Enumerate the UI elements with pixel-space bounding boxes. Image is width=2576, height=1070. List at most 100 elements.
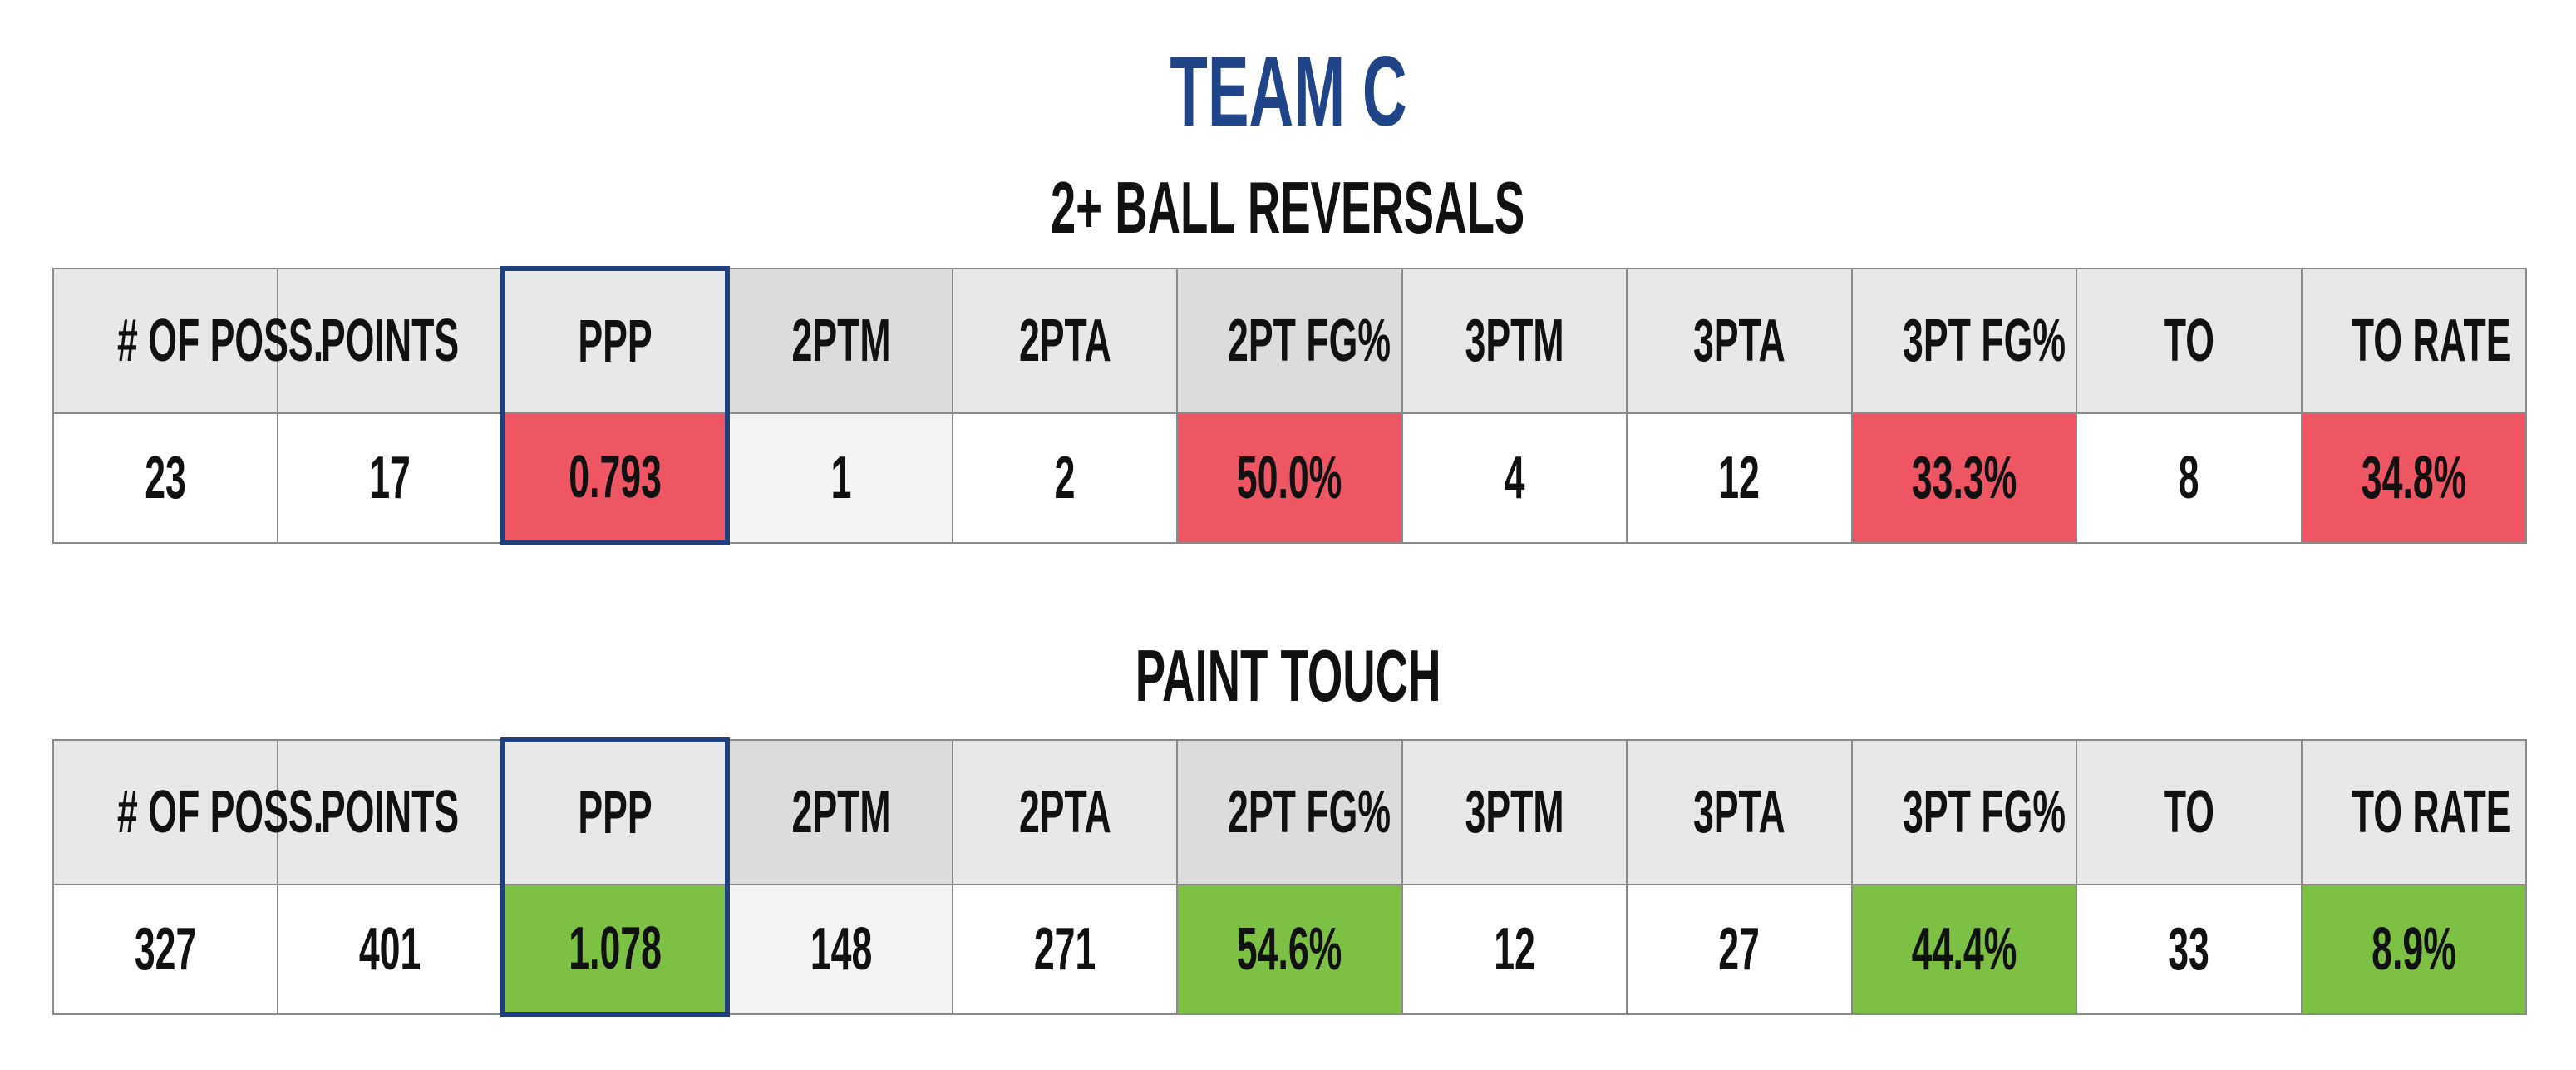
header-cell: PPP bbox=[500, 266, 731, 414]
header-cell-text: POINTS bbox=[321, 779, 460, 846]
header-cell-text: PPP bbox=[578, 308, 653, 375]
value-cell: 17 bbox=[277, 412, 504, 544]
value-cell-text: 17 bbox=[368, 445, 411, 511]
header-cell: 2PTM bbox=[727, 268, 953, 414]
header-cell: TO RATE bbox=[2300, 268, 2528, 414]
header-cell: POINTS bbox=[277, 268, 504, 414]
header-cell-text: 2PTM bbox=[791, 779, 891, 846]
header-cell: 2PTM bbox=[727, 739, 953, 885]
header-cell: 2PT FG% bbox=[1176, 739, 1403, 885]
value-cell-text: 50.0% bbox=[1237, 445, 1342, 511]
header-row: # OF POSS. POINTS PPP 2PTM 2PTA 2PT FG% 3PTM 3P… bbox=[52, 266, 2528, 414]
value-cell-text: 27 bbox=[1718, 916, 1761, 983]
value-cell-text: 1 bbox=[830, 445, 852, 511]
header-cell-text: 2PTA bbox=[1018, 308, 1111, 374]
header-cell: 3PTA bbox=[1626, 739, 1853, 885]
value-cell: 0.793 bbox=[500, 412, 731, 545]
subtitle-text: 2+ BALL REVERSALS bbox=[1051, 166, 1525, 249]
value-cell-text: 8 bbox=[2178, 445, 2199, 511]
value-cell: 1.078 bbox=[500, 884, 731, 1017]
header-cell-text: 2PTA bbox=[1018, 779, 1111, 846]
table-subtitle: 2+ BALL REVERSALS bbox=[0, 166, 2576, 249]
header-cell-text: 3PT FG% bbox=[1902, 308, 2066, 374]
header-cell-text: TO bbox=[2163, 779, 2214, 846]
header-cell-text: POINTS bbox=[321, 308, 460, 374]
header-cell-text: 3PTA bbox=[1693, 308, 1785, 374]
value-row: 327 401 1.078 148 271 54.6% 12 27 44.4% 33 8.9% bbox=[52, 884, 2528, 1017]
header-cell: 3PTM bbox=[1401, 739, 1628, 885]
value-cell-text: 148 bbox=[810, 916, 872, 983]
value-cell: 401 bbox=[277, 884, 504, 1015]
value-cell-text: 23 bbox=[145, 445, 187, 511]
value-cell: 23 bbox=[52, 412, 279, 544]
value-cell: 12 bbox=[1401, 884, 1628, 1015]
value-cell: 44.4% bbox=[1850, 884, 2078, 1015]
header-cell: TO bbox=[2076, 268, 2303, 414]
header-cell-text: 2PTM bbox=[791, 308, 891, 374]
value-cell-text: 33.3% bbox=[1911, 445, 2017, 511]
header-cell-text: # OF POSS. bbox=[117, 308, 324, 374]
value-cell-text: 44.4% bbox=[1911, 916, 2017, 983]
header-cell-text: PPP bbox=[578, 780, 653, 846]
header-cell: 3PTA bbox=[1626, 268, 1853, 414]
table-subtitle: PAINT TOUCH bbox=[0, 634, 2576, 717]
header-cell: 3PT FG% bbox=[1850, 739, 2078, 885]
title-text: TEAM C bbox=[1169, 36, 1407, 147]
header-cell-text: TO bbox=[2163, 308, 2214, 374]
header-cell: # OF POSS. bbox=[52, 739, 323, 885]
value-cell: 8 bbox=[2076, 412, 2303, 544]
header-cell-text: 3PTM bbox=[1465, 779, 1564, 846]
value-cell: 148 bbox=[727, 884, 953, 1015]
value-cell: 8.9% bbox=[2300, 884, 2528, 1015]
value-cell-text: 4 bbox=[1504, 445, 1525, 511]
value-cell: 33.3% bbox=[1850, 412, 2078, 544]
header-cell-text: TO RATE bbox=[2351, 308, 2511, 374]
value-cell-text: 8.9% bbox=[2371, 916, 2456, 983]
value-cell: 327 bbox=[52, 884, 279, 1015]
header-cell: 2PTA bbox=[951, 268, 1179, 414]
value-cell: 2 bbox=[951, 412, 1179, 544]
value-cell-text: 34.8% bbox=[2361, 445, 2467, 511]
header-cell: 2PTA bbox=[951, 739, 1179, 885]
subtitle-text: PAINT TOUCH bbox=[1135, 634, 1441, 717]
value-cell-text: 2 bbox=[1054, 445, 1076, 511]
header-cell-text: 2PT FG% bbox=[1228, 308, 1391, 374]
header-cell-text: 3PTA bbox=[1693, 779, 1785, 846]
header-cell-text: 2PT FG% bbox=[1228, 779, 1391, 846]
header-cell-text: # OF POSS. bbox=[117, 779, 324, 846]
value-cell-text: 12 bbox=[1494, 916, 1535, 983]
header-cell-text: 3PTM bbox=[1465, 308, 1564, 374]
value-cell-text: 271 bbox=[1033, 916, 1096, 983]
title: TEAM C bbox=[0, 37, 2576, 145]
value-cell: 271 bbox=[951, 884, 1179, 1015]
value-cell-text: 327 bbox=[134, 916, 197, 983]
value-cell: 1 bbox=[727, 412, 953, 544]
header-cell: PPP bbox=[500, 737, 731, 885]
header-cell: 3PT FG% bbox=[1850, 268, 2078, 414]
value-cell: 27 bbox=[1626, 884, 1853, 1015]
value-cell-text: 54.6% bbox=[1237, 916, 1342, 983]
value-cell: 4 bbox=[1401, 412, 1628, 544]
header-cell-text: TO RATE bbox=[2351, 779, 2511, 846]
value-cell: 33 bbox=[2076, 884, 2303, 1015]
header-cell: # OF POSS. bbox=[52, 268, 323, 414]
value-cell: 34.8% bbox=[2300, 412, 2528, 544]
stats-table: # OF POSS. POINTS PPP 2PTM 2PTA 2PT FG% 3PTM 3P… bbox=[52, 266, 2528, 545]
value-cell-text: 1.078 bbox=[569, 915, 662, 982]
value-cell: 54.6% bbox=[1176, 884, 1403, 1015]
header-row: # OF POSS. POINTS PPP 2PTM 2PTA 2PT FG% 3PTM 3P… bbox=[52, 737, 2528, 885]
header-cell-text: 3PT FG% bbox=[1902, 779, 2066, 846]
header-cell: 3PTM bbox=[1401, 268, 1628, 414]
value-row: 23 17 0.793 1 2 50.0% 4 12 33.3% 8 34.8% bbox=[52, 412, 2528, 545]
header-cell: TO RATE bbox=[2300, 739, 2528, 885]
value-cell-text: 33 bbox=[2168, 916, 2210, 983]
stats-table: # OF POSS. POINTS PPP 2PTM 2PTA 2PT FG% 3PTM 3P… bbox=[52, 737, 2528, 1017]
value-cell-text: 0.793 bbox=[569, 444, 662, 510]
value-cell: 50.0% bbox=[1176, 412, 1403, 544]
header-cell: POINTS bbox=[277, 739, 504, 885]
value-cell-text: 401 bbox=[358, 916, 421, 983]
header-cell: TO bbox=[2076, 739, 2303, 885]
value-cell-text: 12 bbox=[1718, 445, 1761, 511]
value-cell: 12 bbox=[1626, 412, 1853, 544]
